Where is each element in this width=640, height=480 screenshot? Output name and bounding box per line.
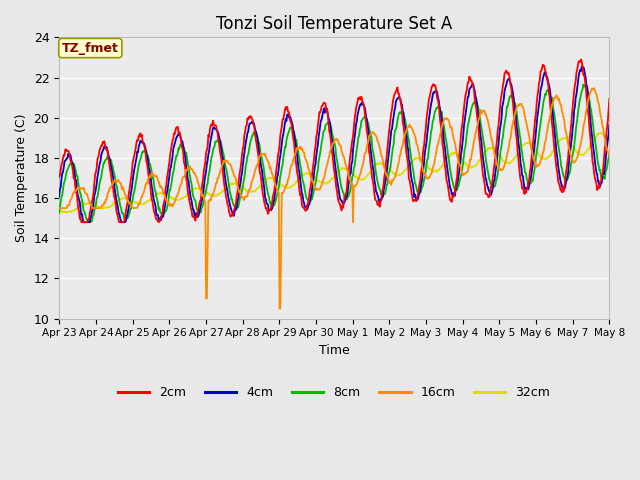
Legend: 2cm, 4cm, 8cm, 16cm, 32cm: 2cm, 4cm, 8cm, 16cm, 32cm xyxy=(113,381,556,404)
X-axis label: Time: Time xyxy=(319,344,349,357)
Text: TZ_fmet: TZ_fmet xyxy=(62,42,119,55)
Y-axis label: Soil Temperature (C): Soil Temperature (C) xyxy=(15,114,28,242)
Title: Tonzi Soil Temperature Set A: Tonzi Soil Temperature Set A xyxy=(216,15,452,33)
